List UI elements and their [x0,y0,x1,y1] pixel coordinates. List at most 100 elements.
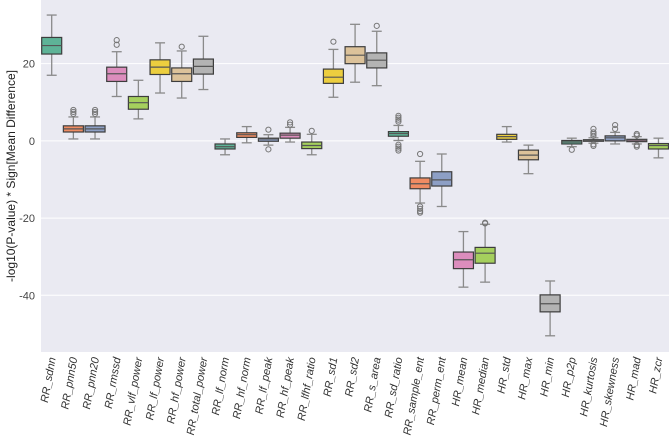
box-RR_sample_ent [409,150,431,216]
x-tick-label: HR_kurtosis [578,356,600,418]
x-tick-label: RR_s_area [362,356,383,413]
x-tick-label: RR_lf_power [144,355,167,421]
outlier-point [482,220,489,227]
x-tick-label: RR_rmssd [103,356,124,410]
x-tick-label: RR_lf_peak [254,356,276,415]
box-iqr [171,67,193,83]
y-tick-labels: 20 0 -20 -40 [19,59,35,303]
x-tick-label: RR_sd_ratio [383,356,405,418]
outlier-point [265,126,272,133]
outlier-point [91,108,99,116]
outlier-point [416,203,424,210]
x-tick-label: RR_total_power [185,355,211,436]
x-tick-label: RR_pnn20 [81,356,102,411]
box-RR_total_power [192,35,214,91]
x-tick-label: HR_min [538,356,557,397]
x-tick-label: RR_perm_ent [425,356,449,426]
outlier-point [178,43,185,50]
box-iqr [257,137,279,142]
outlier-point [612,121,619,129]
box-RR_pnn20 [84,106,106,140]
outlier-point [633,143,640,150]
x-tick-labels: RR_sdnn RR_pnn50 RR_pnn20 RR_rmssdRR_vlf_po… [39,355,666,436]
box-iqr [431,171,453,187]
box-RR_lf_peak [257,126,279,153]
box-RR_lf_norm [214,138,236,156]
box-HR_skewness [604,121,626,145]
outlier-point [286,121,294,128]
box-RR_rmssd [106,37,128,98]
x-tick-label: RR_sdnn [39,356,59,403]
box-HR_kurtosis [582,125,605,149]
x-tick-label: HR_mean [450,356,470,407]
x-tick-label: RR_sd2 [343,356,362,397]
outlier-point [91,110,99,117]
x-tick-label: RR_hf_power [165,355,189,425]
outlier-point [395,118,402,125]
x-tick-label: RR_hf_peak [275,356,298,419]
outlier-point [265,146,272,153]
x-tick-label: HR_zcr [647,355,665,395]
outlier-point [590,125,597,133]
outlier-point [373,22,380,29]
outlier-point [70,106,77,114]
outlier-point [395,147,402,154]
outlier-point [633,130,640,138]
box-iqr [474,246,496,264]
outlier-point [70,108,77,116]
outlier-point [395,114,402,121]
outlier-point [416,209,424,216]
outlier-point [70,110,77,117]
box-HR_p2p [561,137,583,153]
y-axis-label: -log10(P-value) * Sign[Mean Difference] [4,70,18,282]
box-RR_pnn50 [62,106,84,140]
box-RR_hf_norm [236,125,258,144]
box-HR_mad [626,130,648,150]
x-tick-label: RR_sd1 [322,356,341,397]
box-iqr [322,68,345,84]
outlier-point [590,142,597,149]
box-RR_sd_ratio [387,112,410,154]
outlier-point [395,145,402,152]
x-tick-label: HR_median [470,356,492,415]
box-iqr [647,142,669,150]
x-tick-label: HR_p2p [560,356,579,398]
y-tick-label: -20 [19,213,35,225]
outlier-point [416,205,424,212]
box-HR_max [517,144,540,175]
box-RR_lf_power [149,42,171,94]
x-tick-label: RR_hf_norm [231,356,254,419]
x-tick-label: RR_lf_norm [210,356,232,416]
outlier-point [590,129,597,136]
y-tick-label: 20 [23,59,35,71]
box-RR_sdnn [41,14,63,76]
x-tick-label: RR_pnn50 [59,356,80,411]
outlier-point [330,38,337,45]
box-RR_hf_peak [279,119,301,143]
outlier-point [286,119,294,126]
y-tick-label: 0 [29,136,35,148]
box-HR_std [496,125,518,143]
x-tick-label: RR_vlf_power [122,355,146,426]
outlier-point [113,41,120,48]
box-RR_sd2 [344,23,366,83]
boxes [41,14,669,337]
box-RR_hf_power [171,43,193,99]
outlier-point [590,132,597,139]
outlier-point [612,125,619,133]
x-tick-label: RR_sample_ent [402,356,428,437]
box-HR_mean [452,230,475,288]
outlier-point [568,146,575,153]
box-RR_sd1 [322,38,345,98]
outlier-point [395,143,402,150]
box-RR_perm_ent [431,153,453,208]
outlier-point [395,116,402,123]
y-tick-label: -40 [19,290,35,302]
box-RR_vlf_power [127,79,149,120]
outlier-point [308,127,315,134]
outlier-point [416,150,424,158]
x-tick-label: HR_std [496,356,514,395]
box-HR_median [474,219,496,283]
outlier-point [395,112,402,119]
